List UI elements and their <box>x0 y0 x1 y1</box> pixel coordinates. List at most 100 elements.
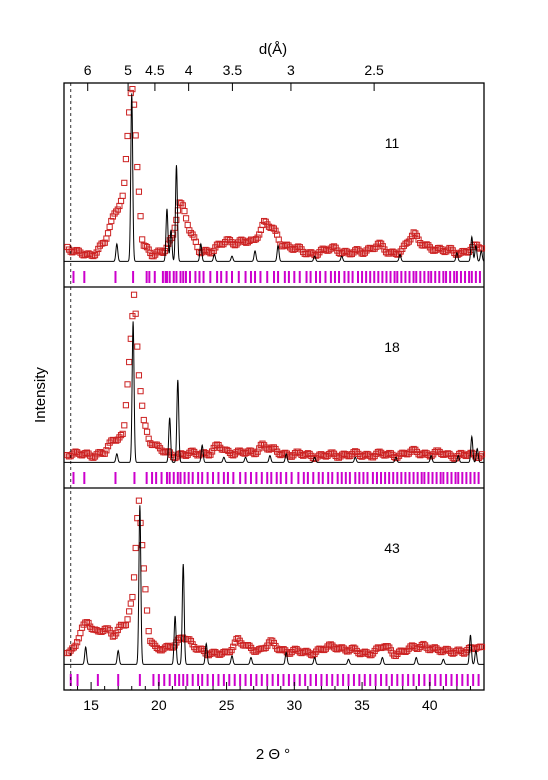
x-axis-label: 2 Θ ° <box>256 746 290 763</box>
observed-point <box>127 600 134 607</box>
observed-point <box>134 163 141 171</box>
observed-point <box>101 239 108 246</box>
observed-point <box>187 637 195 645</box>
observed-point <box>410 229 417 236</box>
observed-point <box>143 607 151 614</box>
observed-point <box>104 625 112 632</box>
observed-point <box>142 242 149 250</box>
observed-point <box>124 132 131 140</box>
observed-point <box>130 574 138 581</box>
observed-point <box>226 648 234 655</box>
observed-point <box>113 630 120 637</box>
plot-frame <box>63 82 485 691</box>
observed-point <box>132 310 139 317</box>
top-tick-label: 6 <box>84 62 92 78</box>
observed-point <box>330 243 338 250</box>
observed-point <box>114 626 121 634</box>
observed-point <box>376 239 383 246</box>
observed-point <box>280 646 287 653</box>
observed-point <box>369 454 377 461</box>
observed-point <box>187 229 195 237</box>
observed-point <box>452 455 460 462</box>
observed-point <box>169 644 177 651</box>
observed-point <box>443 248 450 255</box>
observed-point <box>256 445 263 452</box>
observed-point <box>129 85 136 93</box>
observed-point <box>233 241 240 248</box>
observed-point <box>199 645 206 653</box>
outer-frame <box>63 82 485 691</box>
observed-point <box>329 642 336 649</box>
observed-point <box>182 215 190 222</box>
observed-point <box>329 449 336 456</box>
observed-point <box>153 441 160 448</box>
observed-point <box>142 422 149 429</box>
observed-point <box>293 646 300 653</box>
observed-point <box>90 454 97 461</box>
observed-point <box>207 451 214 458</box>
observed-point <box>399 245 406 252</box>
x-tick-label: 25 <box>219 697 235 713</box>
observed-point <box>109 633 117 640</box>
observed-point <box>173 216 180 224</box>
observed-point <box>74 639 81 646</box>
observed-point <box>288 453 295 460</box>
observed-point <box>444 646 451 653</box>
calculated-profile <box>64 321 484 463</box>
observed-point <box>67 453 74 460</box>
observed-point <box>126 358 133 366</box>
observed-point <box>252 236 260 243</box>
observed-point <box>368 651 375 659</box>
observed-point <box>469 449 476 456</box>
observed-point <box>114 206 121 213</box>
observed-point <box>379 243 386 250</box>
observed-point <box>145 628 152 635</box>
observed-point <box>415 236 422 243</box>
observed-point <box>95 245 102 253</box>
observed-point <box>158 248 165 255</box>
observed-point <box>270 444 277 451</box>
observed-point <box>220 241 227 248</box>
observed-point <box>228 647 235 654</box>
panel-43: 43 <box>64 497 486 686</box>
x-tick-label: 35 <box>354 697 370 713</box>
observed-point <box>355 246 362 253</box>
observed-point <box>130 291 138 298</box>
observed-point <box>145 435 152 442</box>
observed-point <box>132 132 139 139</box>
observed-point <box>202 246 209 254</box>
observed-point <box>252 450 260 457</box>
observed-point <box>264 642 271 649</box>
observed-point <box>475 644 482 651</box>
observed-point <box>436 244 443 251</box>
observed-point <box>347 452 354 459</box>
observed-point <box>77 630 84 637</box>
observed-point <box>478 643 486 651</box>
observed-point <box>121 422 128 429</box>
axes-layer: 15 20 25 30 35 40 6 5 4.5 4 3.5 3 2.5 <box>70 62 485 713</box>
observed-point <box>148 639 156 646</box>
observed-point <box>140 416 147 424</box>
observed-point <box>184 221 191 229</box>
observed-point <box>434 447 442 454</box>
observed-point <box>231 451 238 458</box>
x-tick-label: 15 <box>83 697 99 713</box>
observed-point <box>384 643 391 650</box>
observed-point <box>134 343 141 350</box>
observed-point <box>465 248 473 256</box>
observed-point <box>413 232 421 240</box>
observed-point <box>478 245 486 252</box>
observed-point <box>246 642 253 649</box>
observed-point <box>456 646 463 653</box>
panel-label: 11 <box>385 135 400 151</box>
observed-point <box>407 236 414 243</box>
observed-point <box>208 448 216 455</box>
observed-point <box>139 236 146 243</box>
top-tick-label: 3 <box>287 62 295 78</box>
observed-point <box>321 646 328 654</box>
observed-point <box>85 619 92 627</box>
observed-point <box>139 402 146 409</box>
observed-point <box>404 239 411 246</box>
